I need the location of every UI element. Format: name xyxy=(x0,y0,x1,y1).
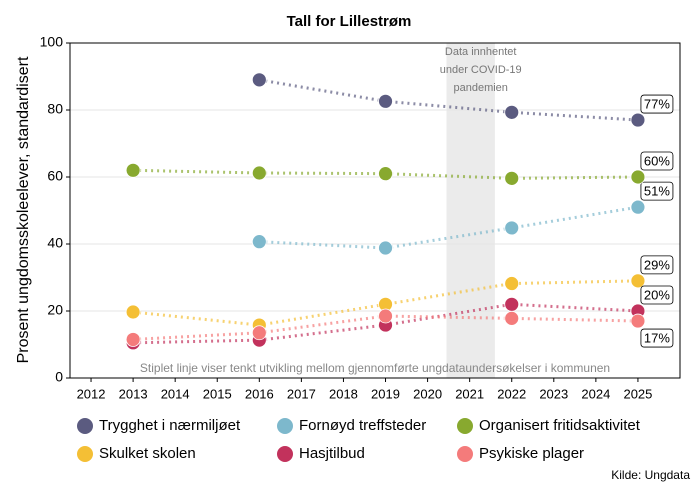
data-point xyxy=(378,166,393,182)
data-point xyxy=(378,93,393,109)
legend-marker xyxy=(277,418,293,434)
legend-label: Skulket skolen xyxy=(99,445,196,462)
data-point xyxy=(378,308,393,324)
covid-band xyxy=(446,43,495,378)
value-label: 17% xyxy=(644,330,670,345)
y-tick-label: 100 xyxy=(40,34,64,50)
data-point xyxy=(251,325,267,341)
legend-label: Fornøyd treffsteder xyxy=(299,417,426,434)
legend-label: Hasjtilbud xyxy=(299,445,365,462)
data-point xyxy=(251,165,267,181)
chart-title: Tall for Lillestrøm xyxy=(287,13,412,30)
data-point xyxy=(125,162,141,178)
x-tick-label: 2020 xyxy=(413,386,442,401)
data-point xyxy=(630,273,646,289)
legend-marker xyxy=(77,418,93,434)
legend-marker xyxy=(277,446,293,462)
data-point xyxy=(504,276,520,291)
value-label: 77% xyxy=(644,96,670,111)
value-label: 51% xyxy=(644,184,670,199)
legend-label: Trygghet i nærmiljøet xyxy=(99,417,241,434)
y-axis-label: Prosent ungdomsskoleelever, standardiser… xyxy=(15,56,32,363)
value-label-box xyxy=(640,181,674,201)
x-tick-label: 2025 xyxy=(623,386,652,401)
y-tick-label: 0 xyxy=(55,369,63,385)
y-tick-label: 80 xyxy=(47,101,63,117)
x-tick-label: 2017 xyxy=(287,386,316,401)
y-tick-label: 20 xyxy=(47,302,63,318)
x-tick-label: 2018 xyxy=(329,386,358,401)
series-line xyxy=(132,279,638,327)
x-tick-label: 2023 xyxy=(539,386,568,401)
data-point xyxy=(630,169,646,185)
data-point xyxy=(251,234,267,250)
data-point xyxy=(504,296,520,312)
data-point xyxy=(504,310,520,326)
source: Kilde: Ungdata xyxy=(611,468,690,482)
y-tick-label: 60 xyxy=(47,168,63,184)
x-tick-label: 2022 xyxy=(497,386,526,401)
value-label: 29% xyxy=(644,257,670,272)
x-tick-label: 2019 xyxy=(371,386,400,401)
legend-label: Organisert fritidsaktivitet xyxy=(479,417,641,434)
x-tick-label: 2012 xyxy=(77,386,106,401)
covid-note: under COVID-19 xyxy=(440,64,522,76)
plot-frame xyxy=(69,42,681,379)
value-label-box xyxy=(640,151,674,171)
data-point xyxy=(504,170,520,186)
covid-note: Data innhentet xyxy=(445,46,517,58)
x-tick-label: 2021 xyxy=(455,386,484,401)
value-label-box xyxy=(640,285,674,305)
legend-label: Psykiske plager xyxy=(479,445,584,462)
legend-marker xyxy=(77,446,93,462)
x-tick-label: 2016 xyxy=(245,386,274,401)
x-tick-label: 2024 xyxy=(581,386,610,401)
series-line xyxy=(259,205,639,250)
data-point xyxy=(125,332,141,347)
data-point xyxy=(125,304,141,320)
legend-marker xyxy=(457,418,473,434)
data-point xyxy=(630,313,646,329)
footnote: Stiplet linje viser tenkt utvikling mell… xyxy=(140,361,610,375)
data-point xyxy=(378,240,393,256)
data-point xyxy=(630,112,646,128)
data-point xyxy=(630,199,646,215)
x-tick-label: 2013 xyxy=(119,386,148,401)
data-point xyxy=(504,220,520,236)
value-label: 60% xyxy=(644,153,670,168)
y-tick-label: 40 xyxy=(47,235,63,251)
value-label-box xyxy=(640,255,674,275)
value-label-box xyxy=(640,94,674,114)
x-tick-label: 2015 xyxy=(203,386,232,401)
x-tick-label: 2014 xyxy=(161,386,190,401)
value-label: 20% xyxy=(644,287,670,302)
data-point xyxy=(251,72,267,88)
covid-note: pandemien xyxy=(453,82,507,94)
value-label-box xyxy=(640,328,674,348)
data-point xyxy=(504,104,520,120)
legend-marker xyxy=(457,446,473,462)
